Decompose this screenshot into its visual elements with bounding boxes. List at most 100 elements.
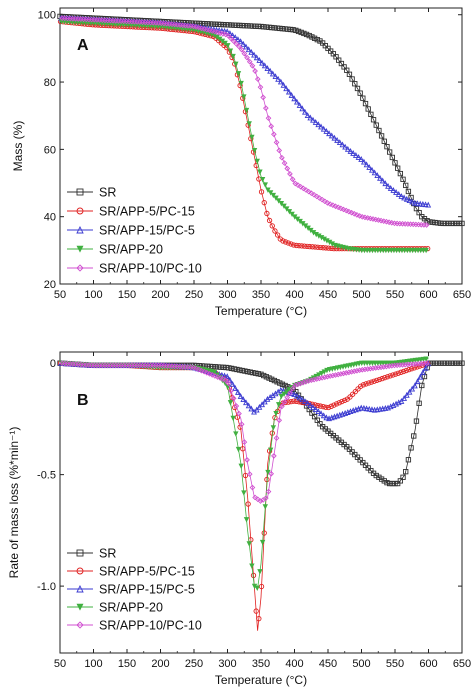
legend-marker [76,225,84,234]
data-point [214,374,221,380]
x-tick-label: 350 [252,658,270,670]
data-point [378,133,385,139]
x-tick-label: 150 [118,658,136,670]
data-point [272,414,278,421]
data-point [344,67,350,73]
data-point [376,376,383,383]
x-tick-label: 250 [185,289,203,301]
data-point [333,401,340,407]
data-point [313,373,319,380]
data-point [400,474,406,480]
data-point [408,445,414,451]
data-point [312,119,319,125]
data-point [336,57,342,63]
data-point [387,185,394,191]
data-point [241,439,248,445]
data-point [249,563,255,569]
data-point [266,217,273,224]
data-point [265,469,271,476]
data-point [299,396,306,403]
data-point [422,364,429,371]
panel-a-mass-chart: 50 100 150 200 250 300 350 400 450 500 550 600 650 20… [11,7,471,318]
data-point [354,85,361,92]
data-point [202,21,208,27]
data-point [274,232,281,238]
data-point [292,382,299,389]
data-point [279,154,285,161]
data-point [234,414,241,420]
series-SR/APP-10/PC-10 [59,360,430,504]
data-point [293,389,299,395]
data-point [215,21,221,28]
data-point [377,174,383,181]
data-point [289,176,296,183]
data-point [453,220,460,227]
data-point [403,391,410,398]
data-point [193,365,199,372]
x-tick-label: 400 [285,658,303,670]
data-point [333,54,339,60]
data-point [304,399,311,406]
data-point [325,245,332,251]
legend-marker [76,549,84,557]
data-point [262,182,268,188]
data-point [317,244,324,251]
data-point [356,367,363,374]
data-point [348,368,355,375]
data-point [381,138,387,144]
data-point [405,457,412,463]
data-point [218,21,224,28]
data-point [273,139,280,146]
data-point [267,67,274,74]
data-point [336,139,343,146]
data-point [352,152,359,158]
data-point [289,385,296,392]
data-point [365,106,371,112]
data-point [231,22,237,28]
data-point [220,21,227,28]
x-tick-label: 650 [453,658,471,670]
data-point [241,50,248,57]
data-point [437,220,444,226]
data-point [440,360,446,366]
series-SR/APP-15/PC-5 [58,14,432,208]
data-point [346,208,352,215]
data-point [195,366,202,373]
data-point [379,177,386,184]
data-point [261,24,267,30]
data-point [304,243,310,249]
x-tick-label: 650 [453,289,471,301]
data-point [220,376,226,383]
data-point [330,51,337,57]
data-point [403,469,409,475]
legend-label: SR/APP-20 [99,243,163,257]
data-point [443,360,449,366]
data-point [363,405,370,412]
data-point [211,369,218,376]
data-point [277,78,284,85]
data-point [279,26,286,32]
data-point [400,368,407,375]
data-point [256,57,263,63]
data-point [392,160,398,166]
data-point [312,244,318,250]
x-tick-label: 50 [54,289,66,301]
data-point [440,220,446,227]
data-point [398,369,404,375]
data-point [319,196,325,203]
data-point [269,70,276,77]
data-point [240,446,246,452]
legend-marker [76,567,84,575]
data-point [365,465,371,471]
data-point [357,90,363,96]
data-point [244,368,251,375]
data-point [246,121,252,127]
data-point [279,403,285,410]
data-point [329,202,336,208]
data-point [395,480,401,487]
data-point [230,415,236,422]
data-point [403,195,410,202]
data-point [288,398,294,405]
data-point [328,48,334,54]
data-point [298,29,304,36]
